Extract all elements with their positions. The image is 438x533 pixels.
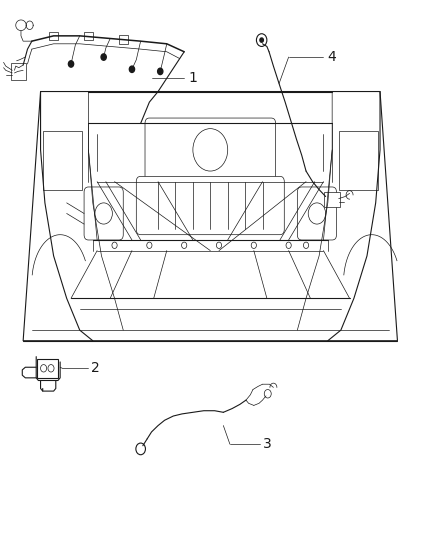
FancyBboxPatch shape: [136, 176, 284, 235]
FancyBboxPatch shape: [49, 31, 58, 40]
FancyBboxPatch shape: [297, 187, 336, 240]
FancyBboxPatch shape: [84, 31, 93, 40]
FancyBboxPatch shape: [339, 131, 378, 190]
Circle shape: [101, 54, 106, 60]
FancyBboxPatch shape: [43, 131, 82, 190]
Circle shape: [68, 61, 74, 67]
FancyBboxPatch shape: [145, 118, 276, 182]
FancyBboxPatch shape: [324, 192, 340, 207]
Circle shape: [158, 68, 163, 75]
Circle shape: [260, 38, 263, 42]
FancyBboxPatch shape: [11, 63, 26, 80]
FancyBboxPatch shape: [37, 359, 58, 378]
FancyBboxPatch shape: [84, 187, 123, 240]
FancyBboxPatch shape: [119, 35, 127, 44]
Text: 1: 1: [188, 71, 198, 85]
Text: 2: 2: [91, 361, 99, 375]
Circle shape: [129, 66, 134, 72]
Text: 3: 3: [262, 437, 271, 451]
Text: 4: 4: [328, 50, 336, 64]
